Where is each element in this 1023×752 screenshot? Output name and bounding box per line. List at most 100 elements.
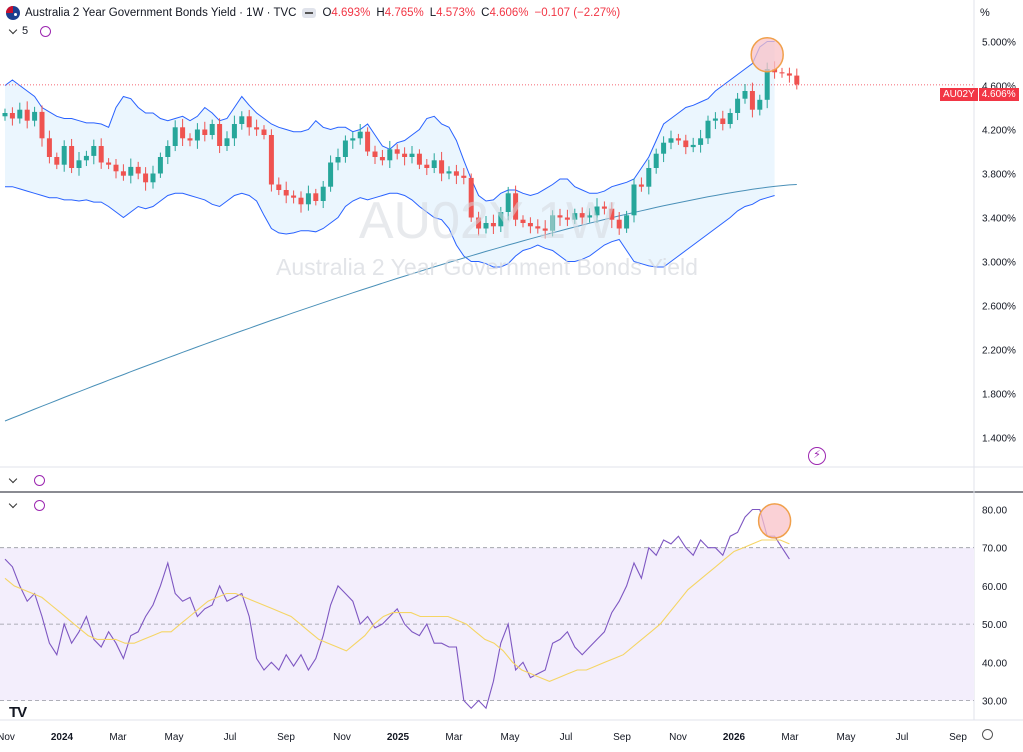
candle-body [172,127,178,146]
candle-body [498,212,504,227]
candle-body [757,99,763,110]
candle-body [535,226,541,229]
candle-body [350,138,356,141]
candle-body [513,193,519,220]
peak-highlight-price [750,36,784,73]
lightning-icon[interactable]: ⚡ [808,447,826,465]
candle-body [431,160,437,168]
candle-body [409,153,415,157]
candle-body [291,195,297,198]
candle-body [453,171,459,176]
candle-body [542,228,548,231]
candle-body [135,166,141,174]
chevron-down-icon[interactable] [8,499,18,508]
price-axis-tick: 3.000% [982,258,1016,269]
candle-body [202,129,208,135]
candle-body [668,138,674,143]
price-axis-tick: 3.800% [982,170,1016,181]
chevron-down-icon[interactable] [8,25,18,34]
candle-body [749,91,755,110]
candle-body [91,146,97,156]
candle-body [17,109,23,119]
candle-body [550,215,556,231]
candle-body [712,118,718,121]
candle-body [217,124,223,146]
sync-icon[interactable] [40,25,52,37]
candle-body [298,197,304,205]
gear-icon[interactable] [982,729,993,740]
candle-body [490,223,496,227]
pane-controls-rsi[interactable] [6,498,45,512]
time-axis-tick: Sep [949,732,967,743]
candle-body [231,124,237,139]
candle-body [705,120,711,139]
candle-body [150,173,156,183]
candle-body [61,146,67,165]
symbol-title[interactable]: Australia 2 Year Government Bonds Yield … [25,7,297,19]
sync-icon[interactable] [34,474,45,486]
ohlc-change: −0.107 (−2.27%) [534,7,621,19]
candle-body [261,129,267,135]
chevron-down-icon[interactable] [8,474,18,483]
time-axis-tick: Mar [109,732,127,743]
candle-body [579,213,585,218]
candle-body [24,109,30,121]
peak-highlight-rsi [757,503,792,539]
moving-average-line [4,184,797,422]
candle-body [372,151,378,157]
candle-body [631,184,637,216]
candle-body [83,155,89,161]
price-tag-symbol: AU02Y [940,88,978,101]
candle-body [120,171,126,176]
candle-body [39,111,45,139]
candle-body [9,113,15,119]
candle-body [46,138,52,157]
australia-flag-icon [6,6,20,20]
time-axis-tick: Sep [277,732,295,743]
rsi-axis-tick: 70.00 [982,544,1007,555]
time-axis-tick: 2024 [51,732,74,743]
visibility-icon[interactable] [302,8,317,18]
candle-body [527,223,533,227]
candle-body [239,116,245,124]
candle-body [328,162,334,187]
candle-body [764,69,770,100]
candle-body [365,131,371,152]
symbol-header[interactable]: Australia 2 Year Government Bonds Yield … [6,4,626,22]
time-axis-tick: Sep [613,732,631,743]
candle-body [505,193,511,212]
current-price-tag: AU02Y 4.606% [940,88,1020,101]
rsi-axis-tick: 50.00 [982,620,1007,631]
candle-body [254,127,260,130]
watermark-name: Australia 2 Year Government Bonds Yield [276,254,698,280]
candle-body [786,73,792,76]
candle-body [113,164,119,172]
candle-body [106,162,112,165]
pane-controls-upper[interactable] [6,473,45,487]
tradingview-logo-icon[interactable]: TV [9,704,27,721]
candle-body [446,171,452,174]
scale-unit[interactable]: % [980,7,990,19]
candle-body [69,146,75,168]
rsi-axis-tick: 60.00 [982,582,1007,593]
candle-body [387,149,393,161]
candle-body [794,75,800,85]
candle-body [616,219,622,229]
candle-body [742,91,748,99]
candle-body [727,113,733,124]
candle-body [646,168,652,187]
time-axis-tick: Jul [896,732,909,743]
candle-body [424,164,430,168]
price-axis-tick: 4.200% [982,126,1016,137]
candle-body [165,146,171,157]
candle-body [735,98,741,113]
candle-body [305,193,311,205]
rsi-axis-tick: 40.00 [982,658,1007,669]
candle-body [194,129,200,141]
indicators-toggle[interactable]: 5 [6,24,52,38]
time-axis-tick: May [501,732,520,743]
time-axis-tick: 2025 [387,732,410,743]
sync-icon[interactable] [34,499,45,511]
candle-body [313,193,319,201]
